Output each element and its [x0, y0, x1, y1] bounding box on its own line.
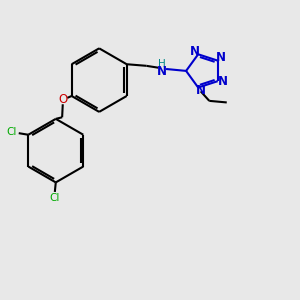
Text: Cl: Cl	[49, 193, 59, 203]
Text: N: N	[157, 65, 167, 78]
Text: N: N	[196, 84, 206, 97]
Text: N: N	[218, 75, 227, 88]
Text: O: O	[58, 93, 68, 106]
Text: N: N	[190, 45, 200, 58]
Text: N: N	[216, 51, 226, 64]
Text: Cl: Cl	[7, 127, 17, 136]
Text: H: H	[158, 59, 166, 69]
